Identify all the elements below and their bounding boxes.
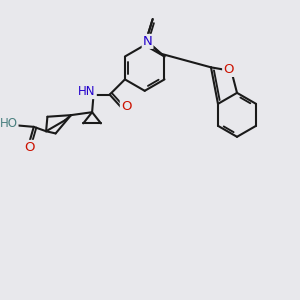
Text: O: O (121, 100, 131, 113)
Text: N: N (143, 35, 152, 48)
Text: HO: HO (0, 116, 18, 130)
Text: O: O (25, 141, 35, 154)
Text: O: O (223, 63, 234, 76)
Text: HN: HN (78, 85, 96, 98)
